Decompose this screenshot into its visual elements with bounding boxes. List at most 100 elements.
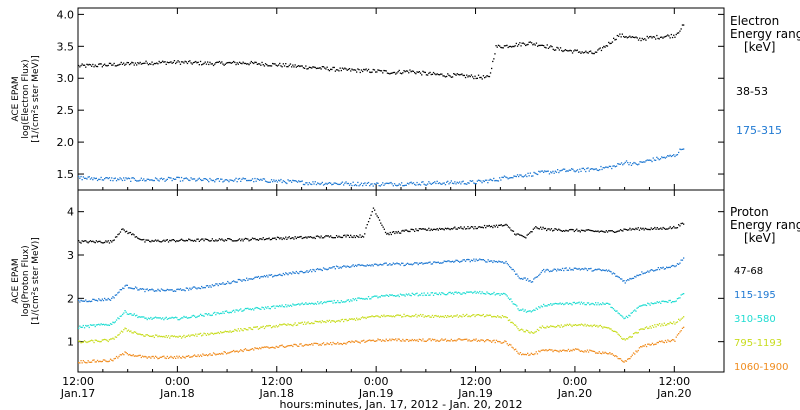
- data-point: [159, 178, 161, 180]
- data-point: [501, 47, 503, 49]
- data-point: [237, 278, 239, 281]
- data-point: [592, 324, 594, 327]
- data-point: [333, 342, 335, 345]
- data-point: [615, 355, 617, 357]
- data-point: [78, 362, 80, 364]
- data-point: [567, 348, 570, 351]
- data-point: [240, 180, 242, 182]
- data-point: [334, 182, 336, 184]
- data-point: [189, 238, 191, 241]
- data-point: [538, 329, 540, 332]
- x-axis-title: hours:minutes, Jan. 17, 2012 - Jan. 20, …: [280, 398, 523, 410]
- data-point: [428, 294, 430, 296]
- data-point: [345, 68, 347, 70]
- data-point: [615, 231, 617, 233]
- data-point: [379, 316, 381, 318]
- data-point: [264, 238, 267, 240]
- data-point: [517, 233, 520, 235]
- data-point: [375, 183, 377, 185]
- data-point: [285, 236, 287, 238]
- data-point: [532, 44, 534, 46]
- data-point: [592, 52, 594, 55]
- data-point: [371, 71, 373, 73]
- data-point: [586, 324, 589, 326]
- data-point: [570, 50, 572, 52]
- data-point: [650, 269, 652, 271]
- data-point: [566, 230, 568, 232]
- data-point: [144, 355, 146, 358]
- data-point: [503, 45, 506, 47]
- data-point: [469, 75, 471, 78]
- data-point: [556, 46, 558, 49]
- data-point: [436, 339, 438, 341]
- data-point: [249, 179, 251, 182]
- data-point: [176, 176, 178, 178]
- data-point: [529, 172, 531, 174]
- data-point: [547, 47, 550, 49]
- data-point: [330, 300, 332, 302]
- data-point: [456, 181, 458, 183]
- data-point: [241, 63, 243, 65]
- data-point: [177, 288, 179, 290]
- data-point: [405, 315, 407, 317]
- data-point: [540, 305, 542, 307]
- data-point: [662, 226, 664, 229]
- data-point: [666, 301, 668, 303]
- data-point: [415, 73, 417, 75]
- data-point: [199, 239, 202, 241]
- data-point: [138, 238, 140, 240]
- data-point: [83, 177, 86, 179]
- data-point: [124, 310, 126, 312]
- data-point: [497, 315, 499, 317]
- data-point: [198, 333, 200, 335]
- data-point: [529, 232, 531, 234]
- data-point: [301, 302, 303, 304]
- data-point: [320, 269, 322, 271]
- data-point: [376, 315, 378, 317]
- data-point: [612, 165, 614, 167]
- data-point: [386, 264, 389, 266]
- data-point: [635, 163, 638, 165]
- data-point: [280, 324, 282, 326]
- data-point: [391, 231, 394, 233]
- data-point: [88, 176, 90, 178]
- data-point: [377, 338, 379, 340]
- data-point: [614, 309, 616, 311]
- data-point: [493, 291, 495, 294]
- data-point: [352, 341, 354, 343]
- data-point: [117, 178, 119, 180]
- data-point: [442, 228, 444, 230]
- data-point: [470, 180, 473, 182]
- data-point: [443, 339, 445, 341]
- data-point: [524, 236, 526, 238]
- data-point: [274, 274, 276, 277]
- data-point: [144, 180, 146, 182]
- data-point: [229, 351, 231, 354]
- data-point: [507, 319, 510, 322]
- data-point: [238, 238, 241, 240]
- data-point: [159, 317, 161, 319]
- data-point: [663, 36, 665, 38]
- data-point: [238, 278, 241, 281]
- data-point: [96, 241, 99, 243]
- data-point: [564, 324, 566, 326]
- data-point: [410, 263, 412, 265]
- data-point: [340, 182, 342, 184]
- data-point: [123, 287, 125, 290]
- data-point: [408, 72, 410, 74]
- data-point: [440, 183, 442, 185]
- data-point: [574, 229, 577, 232]
- data-point: [214, 63, 216, 65]
- data-point: [480, 315, 482, 317]
- data-point: [266, 64, 268, 66]
- data-point: [643, 272, 645, 274]
- data-point: [332, 266, 334, 268]
- data-point: [177, 319, 179, 321]
- data-point: [438, 262, 441, 264]
- data-point: [377, 264, 379, 267]
- data-point: [191, 287, 193, 289]
- data-point: [256, 307, 258, 309]
- data-point: [309, 303, 312, 305]
- data-point: [338, 183, 340, 186]
- data-point: [482, 75, 485, 77]
